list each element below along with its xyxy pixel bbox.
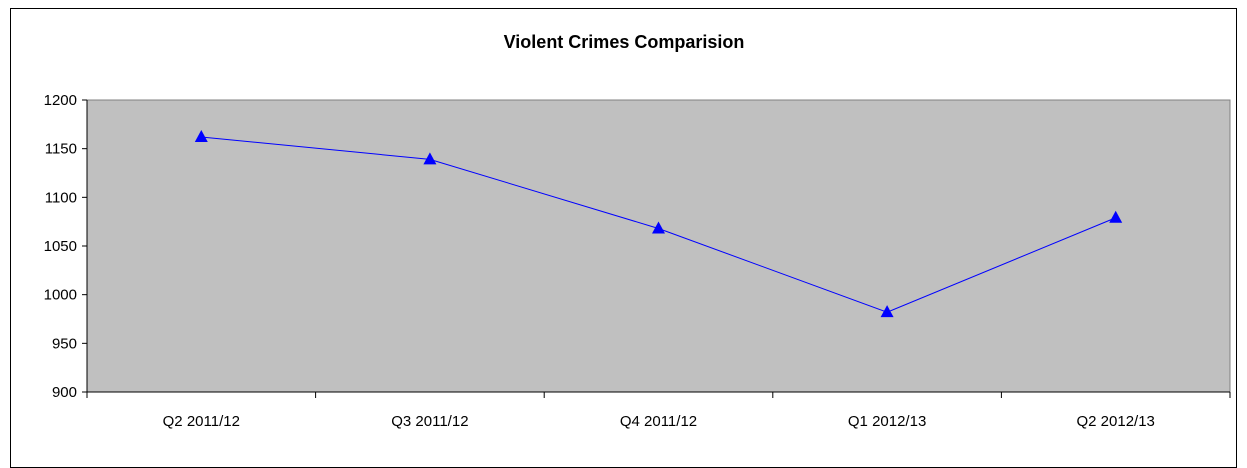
data-point-marker — [423, 152, 437, 165]
x-tick-label: Q2 2012/13 — [1076, 413, 1154, 430]
y-tick-label: 900 — [52, 384, 77, 401]
series-group — [194, 129, 1123, 318]
x-tick-label: Q3 2011/12 — [391, 413, 468, 430]
y-tick-label: 1200 — [44, 92, 77, 109]
y-tick-label: 1000 — [44, 287, 77, 304]
y-axis: 900 950 1000 1050 1100 1150 1200 — [44, 92, 88, 401]
x-tick-label: Q4 2011/12 — [620, 413, 697, 430]
data-point-marker — [1109, 210, 1123, 223]
plot-area — [86, 99, 1231, 393]
x-axis: Q2 2011/12 Q3 2011/12 Q4 2011/12 Q1 2012/13… — [86, 391, 1231, 430]
data-point-marker — [652, 221, 665, 234]
y-tick-label: 1150 — [45, 141, 77, 158]
line-chart: Violent Crimes Comparision 900 950 1000 105… — [44, 32, 1231, 430]
y-tick-label: 950 — [52, 335, 77, 352]
y-tick-label: 1100 — [45, 189, 77, 206]
data-point-marker — [194, 129, 208, 142]
y-tick-label: 1050 — [44, 238, 77, 255]
data-point-marker — [880, 305, 894, 318]
x-tick-label: Q2 2011/12 — [163, 413, 240, 430]
chart-title: Violent Crimes Comparision — [504, 32, 745, 52]
x-tick-label: Q1 2012/13 — [848, 413, 926, 430]
